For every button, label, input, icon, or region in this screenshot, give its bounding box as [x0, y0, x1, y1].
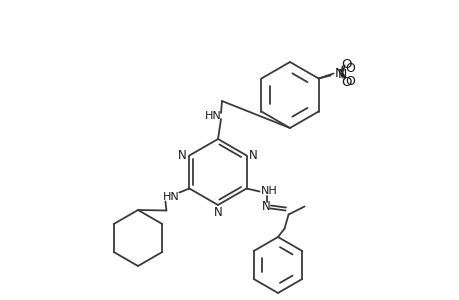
Text: NH: NH — [261, 185, 277, 196]
Text: N: N — [337, 68, 347, 81]
Text: N: N — [178, 149, 186, 162]
Text: N: N — [213, 206, 222, 218]
Text: HN: HN — [204, 111, 221, 121]
Text: N: N — [334, 67, 344, 80]
Text: N: N — [262, 200, 270, 213]
Text: N: N — [249, 149, 257, 162]
Text: O: O — [345, 62, 355, 75]
Text: HN: HN — [162, 191, 179, 202]
Text: O: O — [341, 58, 351, 71]
Text: O: O — [345, 75, 355, 88]
Text: O: O — [341, 76, 351, 89]
